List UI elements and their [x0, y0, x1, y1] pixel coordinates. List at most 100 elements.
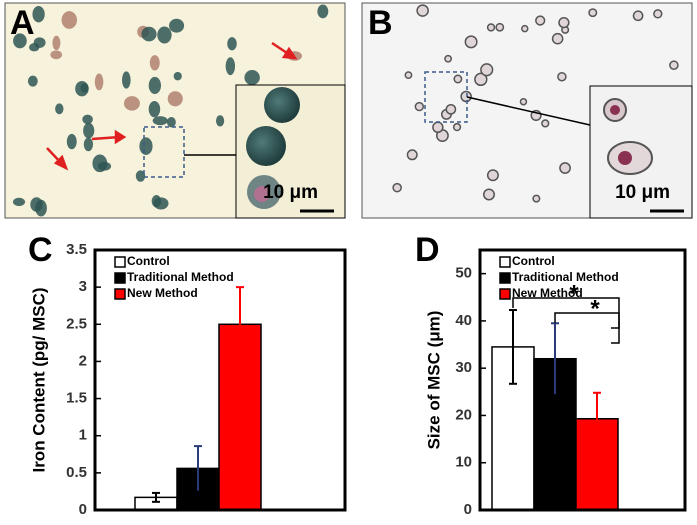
- cell: [254, 186, 270, 202]
- cell: [495, 22, 505, 32]
- cell: [153, 197, 169, 210]
- cell: [464, 35, 478, 49]
- annotation: *: [569, 280, 579, 307]
- scale-label: 10 μm: [615, 182, 670, 203]
- legend-swatch: [499, 272, 511, 284]
- cell: [83, 137, 94, 152]
- cell: [610, 105, 620, 115]
- cell: [149, 55, 160, 71]
- y-tick-label: 3.5: [66, 241, 87, 258]
- cell: [123, 96, 140, 111]
- y-tick-label: 50: [455, 265, 472, 282]
- legend-label: Control: [127, 254, 170, 268]
- legend-label: Control: [512, 254, 555, 268]
- cell: [80, 83, 89, 93]
- cell: [453, 74, 463, 84]
- cell: [167, 91, 183, 107]
- cell: [166, 116, 176, 128]
- cell: [152, 116, 168, 126]
- legend-label: New Method: [512, 286, 583, 300]
- y-axis-label: Size of MSC (μm): [424, 311, 443, 450]
- cell: [30, 197, 43, 212]
- cell: [474, 72, 488, 87]
- cell: [173, 71, 182, 81]
- y-tick-label: 20: [455, 406, 472, 423]
- significance-bracket: [512, 297, 620, 329]
- cell: [94, 73, 104, 91]
- legend-swatch: [114, 272, 126, 284]
- y-tick-label: 1.5: [66, 390, 87, 407]
- cell: [169, 18, 185, 33]
- cell: [452, 122, 462, 132]
- legend-swatch: [499, 288, 511, 300]
- cell: [27, 75, 38, 87]
- panel-label: D: [415, 231, 440, 269]
- arrow: [466, 96, 591, 126]
- panel-label: A: [10, 4, 35, 42]
- cell: [588, 8, 598, 18]
- cell: [225, 57, 236, 76]
- cell: [227, 37, 237, 51]
- legend-label: New Method: [127, 286, 198, 300]
- cell: [521, 24, 529, 33]
- cell: [33, 37, 46, 48]
- cell: [55, 103, 64, 115]
- zoom-box: [143, 126, 185, 178]
- cell: [157, 26, 172, 44]
- cell: [432, 121, 444, 134]
- cell: [444, 54, 453, 63]
- cell: [632, 10, 644, 22]
- y-tick-label: 0: [79, 501, 87, 518]
- y-tick-label: 0: [464, 501, 472, 518]
- cell: [82, 114, 93, 125]
- cell: [535, 15, 546, 26]
- cell: [148, 76, 162, 94]
- cell: [246, 126, 286, 166]
- micrograph-a: 10 μm A: [4, 2, 346, 219]
- cell: [264, 87, 300, 123]
- cell: [558, 16, 570, 29]
- cell: [141, 26, 157, 42]
- cell: [139, 137, 153, 155]
- cell: [66, 133, 77, 150]
- cell: [653, 9, 663, 19]
- cell: [244, 69, 260, 86]
- cell: [83, 122, 95, 139]
- legend-swatch: [499, 256, 511, 268]
- cell: [92, 154, 108, 173]
- cell: [317, 4, 329, 19]
- cells: [12, 4, 329, 217]
- cell: [519, 97, 528, 106]
- cell: [480, 63, 494, 77]
- cell: [121, 71, 131, 89]
- cell: [50, 50, 63, 60]
- cell: [445, 103, 457, 115]
- y-tick-label: 1: [79, 427, 87, 444]
- y-tick-label: 0.5: [66, 464, 87, 481]
- cell: [392, 182, 402, 193]
- panel-label: B: [368, 4, 393, 42]
- cell: [532, 194, 541, 203]
- panel-label: C: [28, 231, 53, 269]
- y-tick-label: 10: [455, 454, 472, 471]
- legend-swatch: [114, 288, 126, 300]
- y-tick-label: 3: [79, 278, 87, 295]
- cell: [32, 6, 45, 23]
- cell: [414, 101, 424, 112]
- plot-frame: [93, 248, 347, 512]
- cell: [557, 71, 567, 82]
- scale-label: 10 μm: [263, 182, 318, 203]
- significance-bracket: [554, 312, 620, 344]
- cell: [135, 170, 146, 182]
- cell: [486, 23, 496, 32]
- y-tick-label: 40: [455, 312, 472, 329]
- y-tick-label: 2.5: [66, 315, 87, 332]
- cell: [551, 32, 564, 45]
- cell: [12, 197, 26, 207]
- cell: [52, 35, 61, 51]
- cell: [404, 71, 413, 80]
- legend-swatch: [114, 256, 126, 268]
- cell: [482, 188, 496, 201]
- cell: [406, 149, 418, 161]
